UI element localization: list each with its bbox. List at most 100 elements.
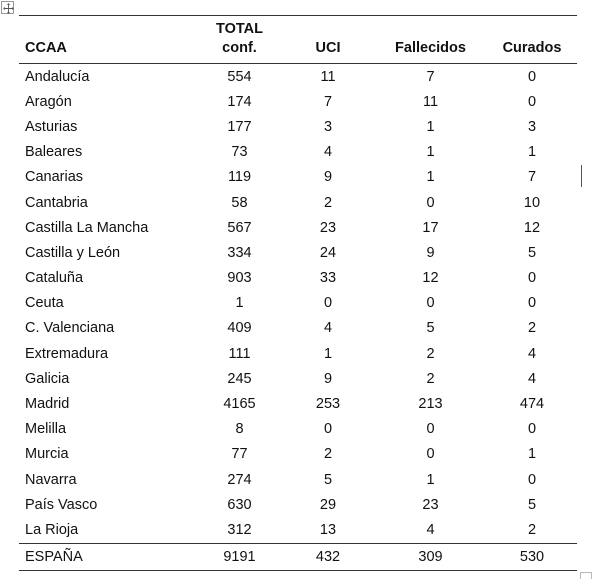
cell-total: 177 bbox=[227, 118, 252, 135]
cell-curados: 4 bbox=[527, 345, 537, 362]
table-row: Murcia 77 2 0 1 bbox=[19, 442, 577, 467]
table-move-handle-icon[interactable] bbox=[1, 1, 14, 14]
header-fallecidos: Fallecidos bbox=[374, 15, 487, 64]
header-total-line2: conf. bbox=[222, 40, 257, 56]
cell-fallecidos: 11 bbox=[422, 93, 439, 110]
cell-total: 77 bbox=[231, 446, 248, 463]
cell-curados: 0 bbox=[527, 471, 537, 488]
cell-curados: 2 bbox=[487, 517, 577, 544]
cell-ccaa: Castilla y León bbox=[25, 244, 121, 261]
cell-total: 409 bbox=[227, 320, 252, 337]
cell-ccaa: Murcia bbox=[25, 446, 69, 463]
cell-fallecidos: 5 bbox=[426, 320, 435, 337]
cell-uci: 24 bbox=[319, 244, 337, 261]
total-row-uci: 432 bbox=[282, 543, 374, 571]
cell-total: 567 bbox=[227, 219, 252, 236]
cell-curados: 474 bbox=[519, 396, 545, 413]
cell-ccaa: La Rioja bbox=[19, 517, 197, 544]
cell-ccaa: Galicia bbox=[25, 370, 70, 387]
total-row-fallecidos: 309 bbox=[374, 543, 487, 571]
cell-curados: 12 bbox=[523, 219, 541, 236]
cell-fallecidos: 7 bbox=[426, 68, 435, 85]
cell-fallecidos: 1 bbox=[426, 169, 435, 186]
table-row: Castilla La Mancha 567 23 17 12 bbox=[19, 215, 577, 240]
table-row: Extremadura 111 1 2 4 bbox=[19, 341, 577, 366]
cell-curados: 0 bbox=[527, 295, 537, 312]
cell-uci: 23 bbox=[319, 219, 337, 236]
table-row: Aragón 174 7 11 0 bbox=[19, 89, 577, 114]
cell-uci: 2 bbox=[323, 446, 333, 463]
cell-curados: 0 bbox=[527, 421, 537, 438]
cell-uci: 13 bbox=[282, 517, 374, 544]
cell-uci: 9 bbox=[323, 370, 333, 387]
total-row-name: ESPAÑA bbox=[19, 543, 197, 571]
table-row: Cataluña 903 33 12 0 bbox=[19, 266, 577, 291]
table-row: Baleares 73 4 1 1 bbox=[19, 140, 577, 165]
cell-total: 8 bbox=[235, 421, 244, 438]
table-resize-handle[interactable] bbox=[580, 572, 592, 579]
cell-total: 903 bbox=[227, 270, 252, 287]
total-row-curados: 530 bbox=[487, 543, 577, 571]
cell-curados: 0 bbox=[527, 93, 537, 110]
cell-fallecidos: 17 bbox=[422, 219, 439, 236]
cell-fallecidos: 0 bbox=[426, 421, 435, 438]
cell-total: 334 bbox=[227, 244, 252, 261]
header-total-line1: TOTAL bbox=[216, 21, 263, 37]
header-total-conf: TOTAL conf. bbox=[197, 15, 282, 64]
cell-total: 630 bbox=[227, 496, 252, 513]
cell-uci: 4 bbox=[323, 144, 333, 161]
cell-ccaa: Navarra bbox=[25, 471, 77, 488]
cell-curados: 2 bbox=[527, 320, 537, 337]
cell-ccaa: Ceuta bbox=[25, 295, 64, 312]
cell-uci: 5 bbox=[323, 471, 333, 488]
cell-fallecidos: 0 bbox=[426, 295, 435, 312]
cell-uci: 3 bbox=[323, 118, 333, 135]
cell-uci: 253 bbox=[315, 396, 341, 413]
cell-ccaa: Aragón bbox=[25, 93, 72, 110]
cell-curados: 4 bbox=[527, 370, 537, 387]
cell-ccaa: Madrid bbox=[25, 396, 70, 413]
cell-uci: 0 bbox=[323, 421, 333, 438]
cell-fallecidos: 23 bbox=[422, 496, 439, 513]
header-ccaa: CCAA bbox=[19, 15, 197, 64]
cell-ccaa: Extremadura bbox=[25, 345, 109, 362]
cell-fallecidos: 9 bbox=[426, 244, 435, 261]
table-row: Melilla 8 0 0 0 bbox=[19, 417, 577, 442]
cell-total: 1 bbox=[235, 295, 244, 312]
cell-curados: 7 bbox=[527, 169, 537, 186]
cell-fallecidos: 1 bbox=[426, 471, 435, 488]
covid-table: CCAA TOTAL conf. UCI Fallecidos Curados … bbox=[19, 15, 577, 571]
table-header: CCAA TOTAL conf. UCI Fallecidos Curados bbox=[19, 15, 577, 64]
cell-uci: 33 bbox=[319, 270, 337, 287]
cell-total: 73 bbox=[231, 144, 248, 161]
cell-uci: 29 bbox=[319, 496, 337, 513]
header-curados: Curados bbox=[487, 15, 577, 64]
table-body: Andalucía 554 11 7 0 Aragón 174 7 11 0 Asturias 177… bbox=[19, 64, 577, 544]
cell-ccaa: C. Valenciana bbox=[25, 320, 115, 337]
cell-ccaa: Canarias bbox=[25, 169, 84, 186]
cell-fallecidos: 1 bbox=[426, 118, 435, 135]
cell-curados: 0 bbox=[527, 270, 537, 287]
cell-total: 4165 bbox=[223, 396, 256, 413]
text-cursor bbox=[581, 165, 582, 187]
cell-fallecidos: 0 bbox=[426, 194, 435, 211]
cell-curados: 5 bbox=[527, 244, 537, 261]
cell-curados: 0 bbox=[527, 68, 537, 85]
cell-total: 111 bbox=[228, 345, 251, 362]
table-row: Galicia 245 9 2 4 bbox=[19, 366, 577, 391]
total-row: ESPAÑA 9191 432 309 530 bbox=[19, 543, 577, 571]
cell-fallecidos: 12 bbox=[422, 270, 439, 287]
table-row: País Vasco 630 29 23 5 bbox=[19, 492, 577, 517]
total-row-total: 9191 bbox=[197, 543, 282, 571]
cell-uci: 7 bbox=[323, 93, 333, 110]
cell-ccaa: Asturias bbox=[25, 118, 78, 135]
cell-uci: 2 bbox=[323, 194, 333, 211]
cell-total: 119 bbox=[227, 169, 252, 186]
table-row: Ceuta 1 0 0 0 bbox=[19, 291, 577, 316]
cell-curados: 3 bbox=[527, 118, 537, 135]
move-arrows-icon bbox=[3, 3, 14, 14]
table-row: Asturias 177 3 1 3 bbox=[19, 114, 577, 139]
cell-total: 245 bbox=[227, 370, 252, 387]
table-row: Navarra 274 5 1 0 bbox=[19, 467, 577, 492]
table-row: La Rioja 312 13 4 2 bbox=[19, 517, 577, 544]
